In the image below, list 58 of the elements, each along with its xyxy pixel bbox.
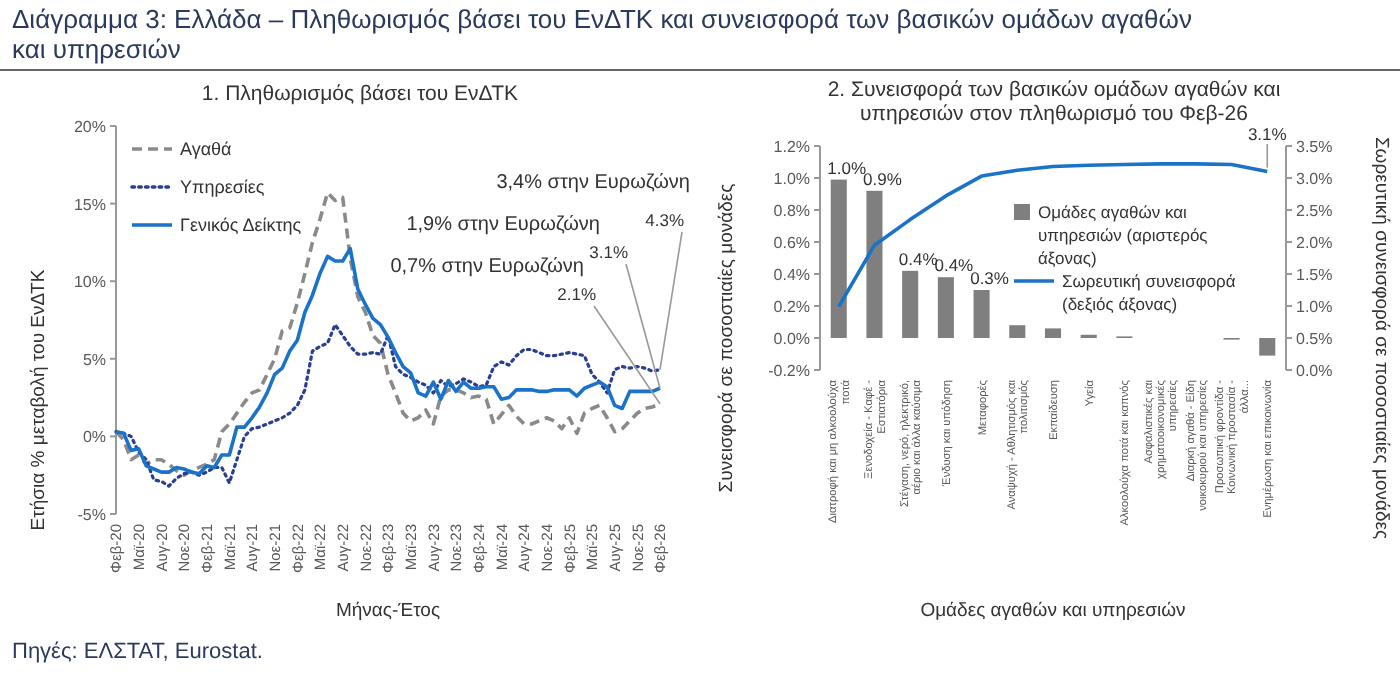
y2-axis-title: Σωρευτική συνεισφορά σε ποσοστιαίες μονάδες bbox=[1370, 136, 1392, 540]
y2-tick-label: 2.0% bbox=[1296, 234, 1333, 252]
annotation: 1,9% στην Ευρωζώνη bbox=[406, 214, 600, 236]
bar bbox=[1044, 328, 1062, 338]
x-axis-title: Μήνας-Έτος bbox=[335, 600, 441, 622]
bar bbox=[830, 179, 847, 338]
bar bbox=[973, 290, 990, 338]
y-tick-label: 10% bbox=[73, 273, 106, 292]
legend-label: Γενικός Δείκτης bbox=[180, 215, 303, 235]
bar bbox=[902, 270, 919, 338]
legend-label: Υπηρεσίες bbox=[180, 177, 266, 197]
y2-tick-label: 3.5% bbox=[1296, 138, 1333, 156]
y-tick-label: 15% bbox=[73, 195, 106, 214]
data-label: 0.4% bbox=[898, 248, 939, 269]
y2-tick-label: 0.5% bbox=[1296, 330, 1333, 348]
chart-title: 1. Πληθωρισμός βάσει του ΕνΔΤΚ bbox=[201, 82, 519, 106]
y-tick-label: 5% bbox=[82, 350, 106, 369]
y-tick-label: 0.2% bbox=[773, 298, 810, 316]
annotation: 2.1% bbox=[557, 284, 597, 304]
text: Διάγραμμα 3: Ελλάδα – Πληθωρισμός βάσει του ΕνΔΤΚ και συνεισφορά των βασικών ομάδων αγαθών και υπηρεσιών bbox=[12, 4, 1192, 64]
y2-tick-label: 3.0% bbox=[1296, 170, 1333, 188]
y-tick-label: 0% bbox=[82, 428, 106, 447]
text: Πηγές: ΕΛΣΤΑΤ, Eurostat. bbox=[12, 640, 263, 664]
data-label: 0.4% bbox=[934, 255, 975, 276]
annotation: 0,7% στην Ευρωζώνη bbox=[390, 256, 584, 278]
legend-label: Ομάδες αγαθών και υπηρεσιών (αριστερός άξονας) bbox=[1038, 202, 1208, 268]
x-axis-title: Ομάδες αγαθών και υπηρεσιών bbox=[920, 600, 1187, 622]
y-tick-label: 0.6% bbox=[773, 234, 810, 252]
bar bbox=[1259, 338, 1276, 356]
line-series bbox=[114, 246, 662, 476]
y-tick-label: -5% bbox=[77, 506, 106, 524]
annotation: 3,4% στην Ευρωζώνη bbox=[496, 172, 690, 194]
y2-tick-label: 1.0% bbox=[1296, 298, 1333, 316]
annotation: 3.1% bbox=[589, 242, 629, 262]
bar bbox=[1009, 325, 1026, 338]
chart-title: 2. Συνεισφορά των βασικών ομάδων αγαθών και υπηρεσιών στον πληθωρισμό του Φεβ-26 bbox=[827, 78, 1282, 126]
y2-tick-label: 2.5% bbox=[1296, 202, 1333, 220]
y-tick-label: 0.0% bbox=[773, 330, 810, 348]
bar bbox=[866, 190, 883, 338]
y-tick-label: 1.0% bbox=[773, 170, 810, 188]
y-tick-label: 1.2% bbox=[773, 138, 810, 156]
y-axis-title: Ετήσια % μεταβολή του ΕνΔΤΚ bbox=[28, 268, 50, 531]
data-label: 0.3% bbox=[970, 268, 1010, 288]
data-label: 3.1% bbox=[1247, 124, 1288, 144]
legend-label: Αγαθά bbox=[180, 139, 232, 159]
y2-tick-label: 0.0% bbox=[1296, 362, 1333, 380]
y2-tick-label: 1.5% bbox=[1296, 266, 1333, 284]
line-series bbox=[114, 323, 662, 488]
y-tick-label: -0.2% bbox=[768, 362, 810, 380]
y-tick-label: 20% bbox=[73, 118, 106, 136]
annotation: 4.3% bbox=[645, 210, 685, 230]
data-label: 0.9% bbox=[863, 168, 903, 189]
y-axis-title: Συνεισφορά σε ποσοστιαίες μονάδες bbox=[716, 182, 738, 493]
bar bbox=[937, 277, 954, 338]
y-tick-label: 0.4% bbox=[773, 266, 810, 284]
y-tick-label: 0.8% bbox=[773, 202, 810, 220]
legend-label: Σωρευτική συνεισφορά (δεξιός άξονας) bbox=[1062, 271, 1236, 314]
data-label: 1.0% bbox=[827, 157, 867, 178]
